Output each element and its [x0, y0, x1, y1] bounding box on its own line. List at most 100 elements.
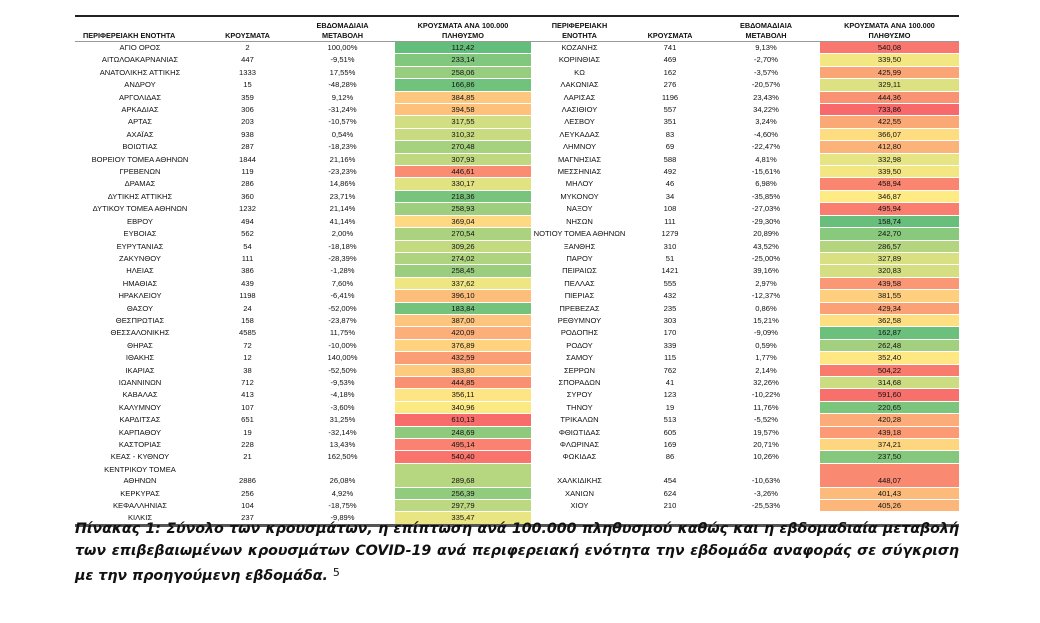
- region-cell-left: ΚΑΒΑΛΑΣ: [75, 388, 205, 402]
- region-cell-left: ΑΓΙΟ ΟΡΟΣ: [75, 41, 205, 55]
- cases-cell-left: 19: [205, 426, 290, 440]
- per-100k-cell-left: 330,17: [395, 177, 531, 191]
- per-100k-cell-left: 289,68: [395, 463, 531, 488]
- region-cell-left: ΗΛΕΙΑΣ: [75, 264, 205, 278]
- per-100k-cell-left: 335,47: [395, 511, 531, 526]
- per-100k-cell-left: 394,58: [395, 103, 531, 117]
- cases-cell-right: 351: [628, 115, 712, 129]
- table-row: ΙΩΑΝΝΙΝΩΝ 712 -9,53% 444,85 ΣΠΟΡΑΔΩΝ 41 32,26%…: [75, 376, 959, 390]
- header-weekly-change-right: ΕΒΔΟΜΑΔΙΑΙΑ ΜΕΤΑΒΟΛΗ: [712, 16, 820, 42]
- weekly-change-cell-left: -18,18%: [290, 240, 395, 253]
- region-cell-right: ΛΑΡΙΣΑΣ: [531, 91, 628, 105]
- per-100k-cell-right: 314,68: [820, 376, 959, 390]
- weekly-change-cell-right: -3,57%: [712, 66, 820, 80]
- region-cell-left: ΑΡΓΟΛΙΔΑΣ: [75, 91, 205, 105]
- table-row: ΚΕΡΚΥΡΑΣ 256 4,92% 256,39 ΧΑΝΙΩΝ 624 -3,26% 401…: [75, 487, 959, 501]
- per-100k-cell-right: 242,70: [820, 227, 959, 241]
- table-row: ΘΑΣΟΥ 24 -52,00% 183,84 ΠΡΕΒΕΖΑΣ 235 0,86% 429,…: [75, 302, 959, 315]
- region-cell-right: ΚΟΡΙΝΘΙΑΣ: [531, 53, 628, 67]
- region-cell-left: ΓΡΕΒΕΝΩΝ: [75, 165, 205, 179]
- table-row: ΑΡΓΟΛΙΔΑΣ 359 9,12% 384,85 ΛΑΡΙΣΑΣ 1196 23,43%…: [75, 91, 959, 105]
- cases-cell-right: 169: [628, 438, 712, 452]
- weekly-change-cell-left: -10,00%: [290, 339, 395, 353]
- weekly-change-cell-right: 11,76%: [712, 401, 820, 415]
- region-cell-left: ΒΟΙΩΤΙΑΣ: [75, 140, 205, 154]
- weekly-change-cell-left: -10,57%: [290, 115, 395, 129]
- per-100k-cell-right: 401,43: [820, 487, 959, 501]
- region-cell-left: ΑΡΚΑΔΙΑΣ: [75, 103, 205, 117]
- weekly-change-cell-right: 43,52%: [712, 240, 820, 253]
- region-cell-left: ΙΚΑΡΙΑΣ: [75, 364, 205, 377]
- cases-cell-right: 210: [628, 499, 712, 513]
- region-cell-right: ΚΩ: [531, 66, 628, 80]
- cases-cell-left: 287: [205, 140, 290, 154]
- weekly-change-cell-left: -23,87%: [290, 314, 395, 328]
- cases-cell-left: 494: [205, 215, 290, 229]
- cases-cell-left: 104: [205, 499, 290, 513]
- table-row: ΑΓΙΟ ΟΡΟΣ 2 100,00% 112,42 ΚΟΖΑΝΗΣ 741 9,13% 54…: [75, 41, 959, 55]
- header-per-100k-left: ΚΡΟΥΣΜΑΤΑ ΑΝΑ 100.000 ΠΛΗΘΥΣΜΟ: [395, 16, 531, 42]
- per-100k-cell-right: 346,87: [820, 190, 959, 204]
- weekly-change-cell-left: 11,75%: [290, 326, 395, 340]
- header-weekly-change-left: ΕΒΔΟΜΑΔΙΑΙΑ ΜΕΤΑΒΟΛΗ: [290, 16, 395, 42]
- weekly-change-cell-left: 13,43%: [290, 438, 395, 452]
- region-cell-left: ΚΑΛΥΜΝΟΥ: [75, 401, 205, 415]
- region-cell-right: ΠΙΕΡΙΑΣ: [531, 289, 628, 303]
- per-100k-cell-left: 384,85: [395, 91, 531, 105]
- weekly-change-cell-right: 2,97%: [712, 277, 820, 291]
- weekly-change-cell-right: 32,26%: [712, 376, 820, 390]
- weekly-change-cell-right: 6,98%: [712, 177, 820, 191]
- table-row: ΔΡΑΜΑΣ 286 14,86% 330,17 ΜΗΛΟΥ 46 6,98% 458,94: [75, 177, 959, 191]
- per-100k-cell-right: 320,83: [820, 264, 959, 278]
- region-cell-right: ΡΟΔΟΠΗΣ: [531, 326, 628, 340]
- weekly-change-cell-right: -29,30%: [712, 215, 820, 229]
- per-100k-cell-right: 504,22: [820, 364, 959, 377]
- region-cell-left: ΔΥΤΙΚΟΥ ΤΟΜΕΑ ΑΘΗΝΩΝ: [75, 202, 205, 216]
- region-cell-right: ΠΡΕΒΕΖΑΣ: [531, 302, 628, 315]
- weekly-change-cell-left: -3,60%: [290, 401, 395, 415]
- region-cell-left: ΘΗΡΑΣ: [75, 339, 205, 353]
- table-row: ΖΑΚΥΝΘΟΥ 111 -28,39% 274,02 ΠΑΡΟΥ 51 -25,00% 32…: [75, 252, 959, 266]
- cases-cell-right: 1421: [628, 264, 712, 278]
- per-100k-cell-right: 448,07: [820, 463, 959, 488]
- per-100k-cell-left: 610,13: [395, 413, 531, 427]
- region-cell-left: ΚΕΑΣ - ΚΥΘΝΟΥ: [75, 450, 205, 464]
- per-100k-cell-right: 220,65: [820, 401, 959, 415]
- cases-cell-left: 15: [205, 78, 290, 92]
- weekly-change-cell-right: 39,16%: [712, 264, 820, 278]
- per-100k-cell-right: 162,87: [820, 326, 959, 340]
- per-100k-cell-right: 405,26: [820, 499, 959, 513]
- weekly-change-cell-right: [712, 511, 820, 526]
- region-cell-right: ΝΗΣΩΝ: [531, 215, 628, 229]
- weekly-change-cell-right: -27,03%: [712, 202, 820, 216]
- table-row: ΒΟΡΕΙΟΥ ΤΟΜΕΑ ΑΘΗΝΩΝ 1844 21,16% 307,93 ΜΑΓΝ…: [75, 153, 959, 167]
- table-row: ΗΜΑΘΙΑΣ 439 7,60% 337,62 ΠΕΛΛΑΣ 555 2,97% 439,5…: [75, 277, 959, 291]
- cases-cell-right: 303: [628, 314, 712, 328]
- region-cell-right: ΦΩΚΙΔΑΣ: [531, 450, 628, 464]
- cases-cell-right: 469: [628, 53, 712, 67]
- weekly-change-cell-left: 41,14%: [290, 215, 395, 229]
- cases-cell-left: 228: [205, 438, 290, 452]
- header-cases-right: ΚΡΟΥΣΜΑΤΑ: [628, 16, 712, 42]
- weekly-change-cell-right: -15,61%: [712, 165, 820, 179]
- weekly-change-cell-left: -23,23%: [290, 165, 395, 179]
- region-cell-left: ΔΥΤΙΚΗΣ ΑΤΤΙΚΗΣ: [75, 190, 205, 204]
- region-cell-right: ΣΠΟΡΑΔΩΝ: [531, 376, 628, 390]
- weekly-change-cell-left: 21,16%: [290, 153, 395, 167]
- per-100k-cell-right: 439,18: [820, 426, 959, 440]
- table-row: ΚΕΑΣ - ΚΥΘΝΟΥ 21 162,50% 540,40 ΦΩΚΙΔΑΣ 86 10,…: [75, 450, 959, 464]
- header-per-100k-right: ΚΡΟΥΣΜΑΤΑ ΑΝΑ 100.000 ΠΛΗΘΥΣΜΟ: [820, 16, 959, 42]
- weekly-change-cell-left: 2,00%: [290, 227, 395, 241]
- weekly-change-cell-right: -22,47%: [712, 140, 820, 154]
- per-100k-cell-left: 340,96: [395, 401, 531, 415]
- table-row: ΒΟΙΩΤΙΑΣ 287 -18,23% 270,48 ΛΗΜΝΟΥ 69 -22,47% 4…: [75, 140, 959, 154]
- footnote-ref: 5: [332, 566, 340, 579]
- table-row: ΚΑΣΤΟΡΙΑΣ 228 13,43% 495,14 ΦΛΩΡΙΝΑΣ 169 20,71…: [75, 438, 959, 452]
- cases-cell-left: 111: [205, 252, 290, 266]
- per-100k-cell-left: 297,79: [395, 499, 531, 513]
- region-cell-right: ΛΗΜΝΟΥ: [531, 140, 628, 154]
- region-cell-left: ΘΕΣΣΑΛΟΝΙΚΗΣ: [75, 326, 205, 340]
- weekly-change-cell-left: -18,23%: [290, 140, 395, 154]
- per-100k-cell-right: 540,08: [820, 41, 959, 55]
- per-100k-cell-left: 309,26: [395, 240, 531, 253]
